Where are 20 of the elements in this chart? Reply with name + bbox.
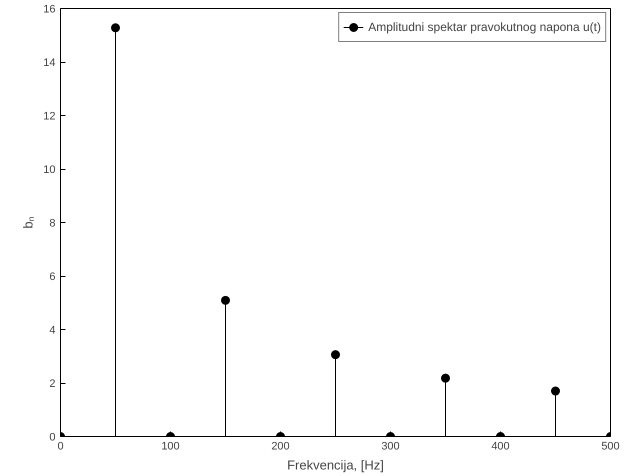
x-tick-label: 400 bbox=[491, 440, 510, 452]
point bbox=[111, 23, 120, 32]
point bbox=[221, 296, 230, 305]
x-tick-label: 200 bbox=[271, 440, 290, 452]
y-tick-label: 6 bbox=[49, 271, 56, 283]
y-tick-label: 4 bbox=[49, 324, 56, 336]
y-tick-label: 10 bbox=[43, 164, 56, 176]
x-axis-title: Frekvencija, [Hz] bbox=[287, 458, 384, 472]
x-tick-label: 100 bbox=[161, 440, 180, 452]
x-tick-label: 0 bbox=[57, 440, 64, 452]
legend-label: Amplitudni spektar pravokutnog napona u(t) bbox=[368, 20, 601, 34]
y-tick-label: 2 bbox=[49, 378, 56, 390]
y-tick-label: 0 bbox=[49, 432, 56, 444]
y-tick-label: 12 bbox=[43, 110, 56, 122]
x-tick-label: 500 bbox=[601, 440, 620, 452]
y-tick-label: 14 bbox=[43, 57, 56, 69]
y-tick-label: 16 bbox=[43, 4, 56, 16]
x-tick-label: 300 bbox=[381, 440, 400, 452]
y-tick-label: 8 bbox=[49, 218, 56, 230]
y-axis-title: bₙ bbox=[20, 216, 36, 229]
